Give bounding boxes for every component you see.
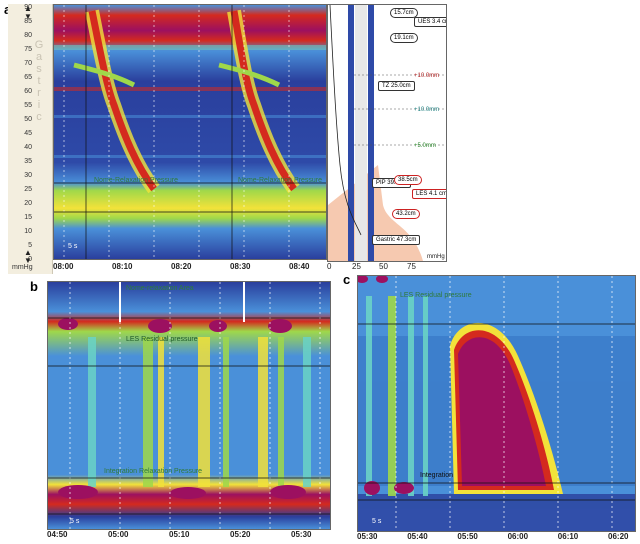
time-tick: 08:30 <box>230 262 251 271</box>
scale-tick-25: 25 <box>24 186 32 193</box>
time-tick: 05:20 <box>230 530 251 539</box>
overlay-c-2: Integration <box>420 472 454 479</box>
time-tick: 06:10 <box>557 532 579 541</box>
ues-label: UES 3.4 cm <box>414 17 446 27</box>
gastric-label: Gastric 47.3cm <box>372 235 421 245</box>
panel-b-topography-plot[interactable]: Nome-relaxation Area LES Residual pressu… <box>47 281 331 530</box>
dim-label-15-7cm: 15.7cm <box>390 8 418 18</box>
scale-up-icon-bottom[interactable]: ▲ <box>24 248 32 257</box>
panel-a-time-axis: 08:00 08:10 08:20 08:30 08:40 <box>53 262 325 274</box>
scale-tick-5: 5 <box>28 242 32 249</box>
panel-a-topography-plot[interactable]: Nome-Relaxation Pressure Nome-Relaxation… <box>53 4 327 260</box>
scale-bar-label-b: 5 s <box>70 518 80 525</box>
panel-c-label: c <box>343 272 351 287</box>
scale-tick-60: 60 <box>24 88 32 95</box>
panel-b-topography-svg <box>48 282 330 529</box>
pressure-profile-svg <box>328 5 446 261</box>
scale-down-icon[interactable]: ▼ <box>24 12 32 21</box>
pressure-scale-bar: ▲ ▼ 90 85 80 75 70 65 60 55 50 45 40 35 30 25 20 15 10 5 0… <box>8 4 53 274</box>
overlay-b-3: Integration Relaxation Pressure <box>104 468 203 475</box>
time-tick: 05:10 <box>169 530 190 539</box>
scale-tick-80: 80 <box>24 32 32 39</box>
scale-up-icon[interactable]: ▲ <box>24 4 32 13</box>
scale-down-icon-bottom[interactable]: ▼ <box>24 256 32 265</box>
vertical-letter: a <box>35 51 43 63</box>
vertical-letter: i <box>37 99 41 111</box>
vertical-letter: r <box>37 87 41 99</box>
marker-label-1: +10.0mm <box>414 73 440 79</box>
time-tick: 05:30 <box>291 530 312 539</box>
time-tick: 05:50 <box>457 532 478 541</box>
scale-tick-20: 20 <box>24 200 32 207</box>
scale-bar-label: 5 s <box>68 243 78 250</box>
scale-tick-35: 35 <box>24 158 32 165</box>
overlay-label-1: Nome-Relaxation Pressure <box>94 177 179 184</box>
pressure-profile-axis: 0 25 50 75 mmHg <box>327 254 445 274</box>
scale-tick-85: 85 <box>24 18 32 25</box>
dim-label-43-2cm: 43.2cm <box>392 209 420 219</box>
scale-tick-15: 15 <box>24 214 32 221</box>
marker-label-2: +10.0mm <box>414 107 440 113</box>
profile-tick-75: 75 <box>407 262 416 271</box>
time-tick: 06:00 <box>507 532 529 541</box>
panel-c-topography-svg <box>358 276 635 531</box>
dim-label-19-1cm: 19.1cm <box>390 33 418 43</box>
panel-a-topography-svg <box>54 5 326 259</box>
time-tick: 08:00 <box>53 262 74 271</box>
vertical-letter: s <box>36 63 42 75</box>
time-tick: 08:20 <box>171 262 192 271</box>
overlay-b-1: Nome-relaxation Area <box>126 285 194 292</box>
time-tick: 05:30 <box>357 532 378 541</box>
scale-tick-50: 50 <box>24 116 32 123</box>
scale-tick-90: 90 <box>24 4 32 11</box>
profile-tick-25: 25 <box>352 262 361 271</box>
scale-tick-65: 65 <box>24 74 32 81</box>
time-tick: 08:40 <box>289 262 310 271</box>
panel-a-pressure-profile: 15.7cm UES 3.4 cm 19.1cm TZ 25.0cm PIP 3… <box>327 4 447 262</box>
marker-label-3: +5.0mm <box>414 143 436 149</box>
vertical-letter: c <box>36 111 42 123</box>
scale-tick-10: 10 <box>24 228 32 235</box>
scale-tick-75: 75 <box>24 46 32 53</box>
time-tick: 08:10 <box>112 262 133 271</box>
profile-tick-0: 0 <box>327 262 332 271</box>
time-tick: 04:50 <box>47 530 68 539</box>
panel-c-topography-plot[interactable]: LES Residual pressure Integration 5 s <box>357 275 636 532</box>
vertical-letter: t <box>37 75 41 87</box>
dim-label-38-5cm: 38.5cm <box>394 175 422 185</box>
time-tick: 05:40 <box>407 532 428 541</box>
time-tick: 05:00 <box>108 530 129 539</box>
scale-tick-55: 55 <box>24 102 32 109</box>
profile-unit: mmHg <box>427 254 445 260</box>
scale-tick-40: 40 <box>24 144 32 151</box>
overlay-c-1: LES Residual pressure <box>400 292 472 299</box>
scale-tick-45: 45 <box>24 130 32 137</box>
scale-tick-70: 70 <box>24 60 32 67</box>
les-label: LES 4.1 cm <box>412 189 446 199</box>
profile-tick-50: 50 <box>379 262 388 271</box>
panel-a-scale: ▲ ▼ 90 85 80 75 70 65 60 55 50 45 40 35 30 25 20 15 10 5 0… <box>8 4 53 274</box>
scale-tick-0: 0 <box>28 256 32 263</box>
vertical-letter: G <box>34 39 44 51</box>
panel-b-time-axis: 04:50 05:00 05:10 05:20 05:30 <box>47 530 329 542</box>
panel-c-time-axis: 05:30 05:40 05:50 06:00 06:10 06:20 <box>357 532 634 544</box>
overlay-b-2: LES Residual pressure <box>126 336 198 343</box>
tz-label: TZ 25.0cm <box>378 81 415 91</box>
time-tick: 06:20 <box>608 532 629 541</box>
scale-tick-30: 30 <box>24 172 32 179</box>
panel-a-label: a <box>4 2 11 17</box>
scale-unit-label: mmHg <box>12 264 33 271</box>
overlay-label-2: Nome-Relaxation Pressure <box>238 177 323 184</box>
scale-bar-label-c: 5 s <box>372 518 382 525</box>
panel-b-label: b <box>30 279 38 294</box>
